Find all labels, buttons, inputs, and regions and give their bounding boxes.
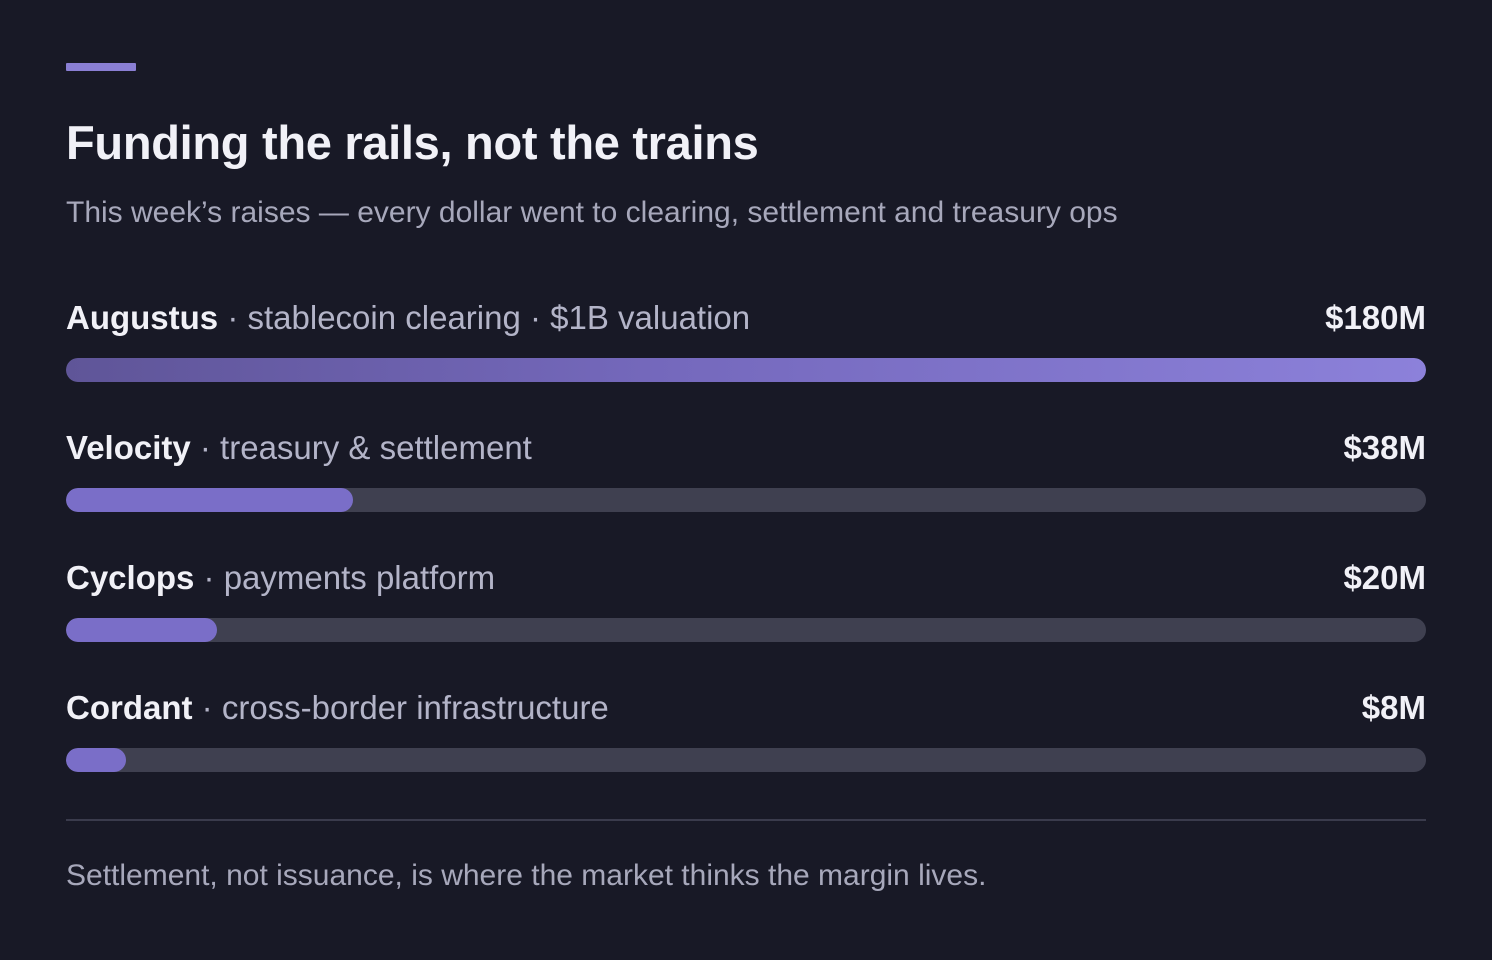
bar-row: Cordant · cross-border infrastructure $8M bbox=[66, 682, 1426, 812]
company-detail: · cross-border infrastructure bbox=[192, 689, 609, 726]
bar-cyclops bbox=[66, 618, 218, 642]
bar-label: Cyclops · payments platform bbox=[66, 556, 495, 600]
company-name: Velocity bbox=[66, 429, 191, 466]
bar-label: Cordant · cross-border infrastructure bbox=[66, 686, 609, 730]
bar-label: Augustus · stablecoin clearing · $1B val… bbox=[66, 296, 750, 340]
bar-track bbox=[66, 618, 1426, 642]
bar-cordant bbox=[66, 748, 127, 772]
divider bbox=[66, 819, 1426, 821]
bar-augustus bbox=[66, 358, 1426, 382]
bar-value-label: $20M bbox=[1343, 559, 1426, 596]
bar-track bbox=[66, 488, 1426, 512]
bar-row: Velocity · treasury & settlement $38M bbox=[66, 422, 1426, 552]
bar-track bbox=[66, 748, 1426, 772]
bar-rows: Augustus · stablecoin clearing · $1B val… bbox=[66, 292, 1426, 812]
bar-value-label: $180M bbox=[1325, 299, 1426, 336]
bar-row: Augustus · stablecoin clearing · $1B val… bbox=[66, 292, 1426, 422]
company-detail: · stablecoin clearing · $1B valuation bbox=[218, 299, 751, 336]
chart-title: Funding the rails, not the trains bbox=[66, 116, 759, 169]
bar-track bbox=[66, 358, 1426, 382]
bar-value-label: $38M bbox=[1343, 429, 1426, 466]
company-detail: · treasury & settlement bbox=[190, 429, 532, 466]
chart-subtitle: This week’s raises — every dollar went t… bbox=[66, 196, 1118, 229]
bar-value-label: $8M bbox=[1361, 689, 1426, 726]
accent-bar bbox=[66, 63, 136, 71]
company-name: Augustus bbox=[66, 299, 219, 336]
company-name: Cyclops bbox=[66, 559, 195, 596]
bar-label: Velocity · treasury & settlement bbox=[66, 426, 532, 470]
bar-velocity bbox=[66, 488, 354, 512]
company-name: Cordant bbox=[66, 689, 193, 726]
footnote: Settlement, not issuance, is where the m… bbox=[66, 859, 987, 892]
bar-row: Cyclops · payments platform $20M bbox=[66, 552, 1426, 682]
company-detail: · payments platform bbox=[194, 559, 496, 596]
